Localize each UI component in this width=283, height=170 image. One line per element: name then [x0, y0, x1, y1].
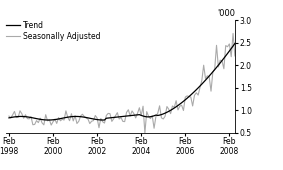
Legend: Trend, Seasonally Adjusted: Trend, Seasonally Adjusted [7, 21, 101, 41]
Text: '000: '000 [217, 9, 235, 18]
